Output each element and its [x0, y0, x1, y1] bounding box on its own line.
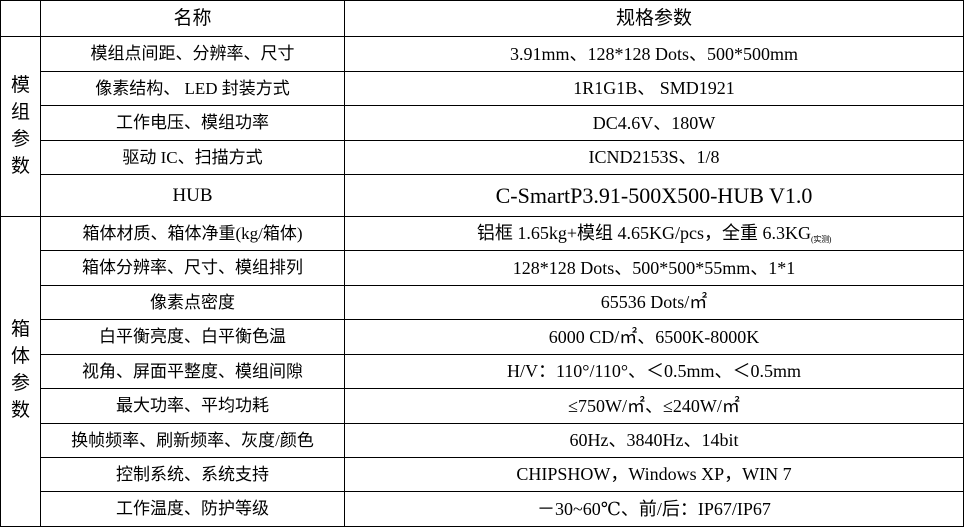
header-value-cell: 规格参数	[344, 0, 964, 38]
table-header-row: 名称 规格参数	[0, 0, 964, 38]
group-label-cabinet-stack: 箱 体 参 数	[3, 217, 38, 525]
group-label-char: 数	[10, 400, 30, 422]
row-value: 铝框 1.65kg+模组 4.65KG/pcs，全重 6.3KG(实测)	[344, 215, 964, 252]
table-row: 换帧频率、刷新频率、灰度/颜色 60Hz、3840Hz、14bit	[1, 422, 964, 459]
row-value: ≤750W/㎡、≤240W/㎡	[344, 388, 964, 424]
group-label-char: 参	[10, 128, 30, 150]
table-row: 白平衡亮度、白平衡色温 6000 CD/㎡、6500K-8000K	[1, 319, 964, 355]
row-name: 模组点间距、分辨率、尺寸	[40, 36, 345, 72]
table-row: 工作温度、防护等级 －30~60℃、前/后：IP67/IP67	[1, 491, 964, 527]
table-row: 像素结构、 LED 封装方式 1R1G1B、 SMD1921	[1, 70, 964, 107]
group-label-char: 模	[10, 74, 30, 96]
row-value: 6000 CD/㎡、6500K-8000K	[344, 319, 964, 355]
row-value: －30~60℃、前/后：IP67/IP67	[344, 491, 964, 527]
row-value: DC4.6V、180W	[344, 105, 964, 141]
table-row: 控制系统、系统支持 CHIPSHOW，Windows XP，WIN 7	[1, 457, 964, 493]
group-label-cabinet: 箱 体 参 数	[0, 215, 41, 528]
row-name: 像素结构、 LED 封装方式	[40, 70, 345, 107]
row-name: 工作温度、防护等级	[40, 491, 345, 527]
table-row: 工作电压、模组功率 DC4.6V、180W	[1, 105, 964, 141]
row-name: 箱体分辨率、尺寸、模组排列	[40, 250, 345, 286]
row-value: 128*128 Dots、500*500*55mm、1*1	[344, 250, 964, 286]
row-value-hub: C-SmartP3.91-500X500-HUB V1.0	[344, 174, 964, 217]
header-group-cell	[0, 0, 41, 38]
row-name: 像素点密度	[40, 284, 345, 321]
row-value: ICND2153S、1/8	[344, 139, 964, 176]
row-name: 控制系统、系统支持	[40, 457, 345, 493]
table-row: 模 组 参 数 模组点间距、分辨率、尺寸 3.91mm、128*128 Dots…	[0, 36, 964, 217]
table-row: 视角、屏面平整度、模组间隙 H/V：110°/110°、＜0.5mm、＜0.5m…	[1, 353, 964, 390]
table-row: 最大功率、平均功耗 ≤750W/㎡、≤240W/㎡	[1, 388, 964, 424]
row-name: 视角、屏面平整度、模组间隙	[40, 353, 345, 390]
table-row: HUB C-SmartP3.91-500X500-HUB V1.0	[1, 174, 964, 217]
row-name: 最大功率、平均功耗	[40, 388, 345, 424]
row-name: 工作电压、模组功率	[40, 105, 345, 141]
row-name: 换帧频率、刷新频率、灰度/颜色	[40, 422, 345, 459]
header-name-cell: 名称	[40, 0, 345, 38]
row-value: 3.91mm、128*128 Dots、500*500mm	[344, 36, 964, 72]
table-row: 像素点密度 65536 Dots/㎡	[1, 284, 964, 321]
row-value-text: 铝框 1.65kg+模组 4.65KG/pcs，全重 6.3KG	[476, 223, 811, 244]
group-label-module-stack: 模 组 参 数	[3, 38, 38, 216]
row-name: 箱体材质、箱体净重(kg/箱体)	[40, 215, 345, 252]
row-name: 驱动 IC、扫描方式	[40, 139, 345, 176]
row-value-note: (实测)	[811, 235, 832, 245]
row-value: 65536 Dots/㎡	[344, 284, 964, 321]
row-value: 60Hz、3840Hz、14bit	[344, 422, 964, 459]
row-name: 白平衡亮度、白平衡色温	[40, 319, 345, 355]
group-label-char: 体	[10, 346, 30, 368]
group-label-char: 组	[10, 101, 30, 123]
group-label-char: 箱	[10, 319, 30, 341]
table-row: 箱 体 参 数 箱体材质、箱体净重(kg/箱体) 铝框 1.65kg+模组 4.…	[0, 215, 964, 528]
row-value: CHIPSHOW，Windows XP，WIN 7	[344, 457, 964, 493]
row-name-hub: HUB	[40, 174, 345, 217]
table-row: 驱动 IC、扫描方式 ICND2153S、1/8	[1, 139, 964, 176]
group-label-module: 模 组 参 数	[0, 36, 41, 217]
row-value: 1R1G1B、 SMD1921	[344, 70, 964, 107]
row-value: H/V：110°/110°、＜0.5mm、＜0.5mm	[344, 353, 964, 390]
table-row: 箱体分辨率、尺寸、模组排列 128*128 Dots、500*500*55mm、…	[1, 250, 964, 286]
group-label-char: 参	[10, 373, 30, 395]
group-label-char: 数	[10, 155, 30, 177]
